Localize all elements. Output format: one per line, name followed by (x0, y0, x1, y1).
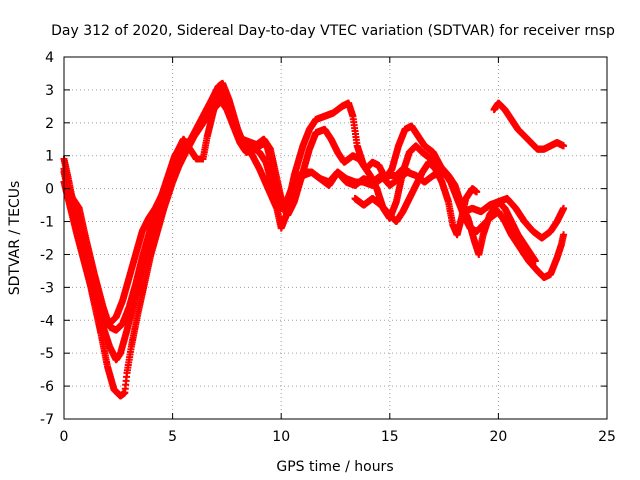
y-tick-label: 2 (45, 116, 54, 132)
y-tick-label: -5 (40, 346, 54, 362)
series-group (60, 79, 568, 400)
x-tick-label: 25 (598, 429, 616, 445)
x-tick-label: 20 (489, 429, 507, 445)
y-tick-label: -1 (40, 215, 54, 231)
y-tick-label: -6 (40, 379, 54, 395)
x-tick-label: 5 (168, 429, 177, 445)
x-tick-label: 15 (381, 429, 399, 445)
y-tick-label: 4 (45, 50, 54, 66)
x-tick-label: 0 (60, 429, 69, 445)
y-tick-label: 1 (45, 149, 54, 165)
x-axis-label: GPS time / hours (276, 459, 393, 475)
y-tick-label: 0 (45, 182, 54, 198)
chart-title: Day 312 of 2020, Sidereal Day-to-day VTE… (51, 23, 615, 39)
y-tick-label: -4 (40, 313, 54, 329)
y-tick-label: -7 (40, 412, 54, 428)
y-axis-label: SDTVAR / TECUs (7, 181, 23, 296)
y-tick-label: 3 (45, 83, 54, 99)
y-tick-label: -3 (40, 280, 54, 296)
y-tick-label: -2 (40, 247, 54, 263)
series-track-e (490, 99, 568, 153)
x-tick-label: 10 (272, 429, 290, 445)
